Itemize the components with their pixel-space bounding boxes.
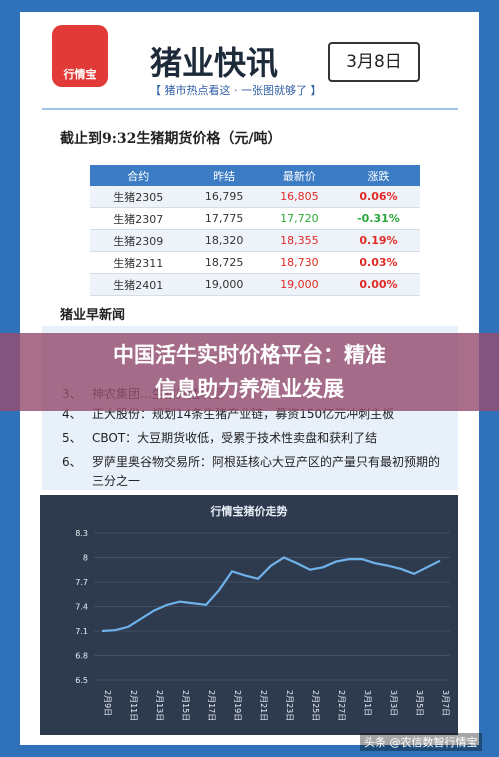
news-item: 5、 CBOT：大豆期货收低，受累于技术性卖盘和获利了结 — [62, 429, 457, 448]
x-tick-label: 2月9日 — [103, 690, 112, 716]
column-header: 昨结 — [186, 165, 262, 186]
y-tick-label: 7.1 — [75, 627, 88, 636]
cell: 0.03% — [336, 251, 420, 274]
banner: 中国活牛实时价格平台：精准 信息助力养殖业发展 — [0, 333, 499, 411]
x-tick-label: 2月13日 — [155, 690, 164, 721]
news-number: 6、 — [62, 455, 82, 469]
subtitle: 【 猪市热点看这 · 一张图就够了 】 — [150, 84, 322, 97]
cell: 18,730 — [261, 251, 337, 274]
price-line — [101, 556, 441, 633]
chart-bg — [40, 495, 458, 735]
x-tick-label: 2月15日 — [181, 690, 190, 721]
news-text: 罗萨里奥谷物交易所：阿根廷核心大豆产区的产量只有最初预期的三分之一 — [92, 455, 441, 488]
cell: 17,720 — [261, 207, 337, 230]
x-tick-label: 2月25日 — [311, 690, 320, 721]
news-text: CBOT：大豆期货收低，受累于技术性卖盘和获利了结 — [92, 431, 378, 445]
x-tick-label: 2月17日 — [207, 690, 216, 721]
table-title: 截止到9:32生猪期货价格（元/吨） — [60, 131, 282, 147]
y-tick-label: 8.3 — [75, 529, 88, 538]
column-header: 合约 — [90, 165, 187, 186]
table-row: 生猪2307 17,775 17,720 -0.31% — [90, 207, 420, 230]
y-tick-label: 7.7 — [75, 578, 88, 587]
cell: 0.06% — [336, 186, 420, 208]
y-tick-label: 8 — [83, 554, 88, 563]
cell: 生猪2311 — [90, 251, 187, 274]
y-tick-label: 6.5 — [75, 676, 88, 685]
table-row: 生猪2309 18,320 18,355 0.19% — [90, 229, 420, 252]
table-row: 生猪2311 18,725 18,730 0.03% — [90, 251, 420, 274]
banner-line: 信息助力养殖业发展 — [155, 377, 344, 401]
cell: -0.31% — [336, 207, 420, 230]
y-tick-label: 7.4 — [75, 603, 88, 612]
price-table: 合约 昨结 最新价 涨跌 生猪2305 16,795 16,805 0.06% 生猪2307 17… — [90, 165, 420, 296]
x-tick-label: 3月1日 — [363, 690, 372, 716]
cell: 0.00% — [336, 273, 420, 296]
column-header: 涨跌 — [336, 165, 420, 186]
x-tick-label: 2月19日 — [233, 690, 242, 721]
title: 猪业快讯 — [150, 44, 279, 82]
cell: 18,725 — [186, 251, 262, 274]
news-number: 5、 — [62, 431, 82, 445]
x-tick-label: 2月21日 — [259, 690, 268, 721]
cell: 生猪2401 — [90, 273, 187, 296]
news-title: 猪业早新闻 — [60, 308, 126, 323]
chart: 行情宝猪价走势 6.5 6.8 7.1 7.4 7.7 8 8.3 2月9日 2月11日 2月13… — [40, 495, 458, 735]
cell: 18,320 — [186, 229, 262, 252]
x-tick-label: 2月27日 — [337, 690, 346, 721]
x-tick-label: 3月5日 — [415, 690, 424, 716]
date: 3月8日 — [328, 42, 420, 82]
x-tick-label: 2月11日 — [129, 690, 138, 721]
table-row: 生猪2401 19,000 19,000 0.00% — [90, 273, 420, 296]
cell: 0.19% — [336, 229, 420, 252]
watermark: 头条 @农信数智行情宝 — [360, 733, 482, 751]
x-tick-label: 2月23日 — [285, 690, 294, 721]
cell: 生猪2305 — [90, 186, 187, 208]
cell: 17,775 — [186, 207, 262, 230]
y-tick-label: 6.8 — [75, 652, 88, 661]
banner-line: 中国活牛实时价格平台：精准 — [113, 343, 386, 367]
chart-title: 行情宝猪价走势 — [210, 504, 288, 518]
cell: 16,805 — [261, 186, 337, 208]
table-row: 生猪2305 16,795 16,805 0.06% — [90, 186, 420, 208]
logo: 行情宝 — [52, 25, 108, 87]
cell: 生猪2307 — [90, 207, 187, 230]
cell: 19,000 — [186, 273, 262, 296]
x-tick-label: 3月3日 — [389, 690, 398, 716]
news-item: 6、 罗萨里奥谷物交易所：阿根廷核心大豆产区的产量只有最初预期的三分之一 — [62, 453, 457, 491]
x-tick-label: 3月7日 — [441, 690, 450, 716]
cell: 生猪2309 — [90, 229, 187, 252]
cell: 19,000 — [261, 273, 337, 296]
column-header: 最新价 — [261, 165, 337, 186]
divider — [42, 108, 458, 110]
cell: 16,795 — [186, 186, 262, 208]
cell: 18,355 — [261, 229, 337, 252]
